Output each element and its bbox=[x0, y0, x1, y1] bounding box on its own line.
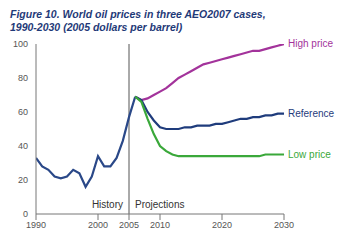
svg-text:2005: 2005 bbox=[119, 220, 139, 230]
svg-text:History: History bbox=[92, 199, 123, 210]
svg-text:40: 40 bbox=[18, 141, 28, 151]
svg-text:Low price: Low price bbox=[288, 149, 331, 160]
svg-text:80: 80 bbox=[18, 73, 28, 83]
svg-text:1990: 1990 bbox=[26, 220, 46, 230]
svg-text:2020: 2020 bbox=[212, 220, 232, 230]
svg-text:Projections: Projections bbox=[135, 199, 184, 210]
svg-text:0: 0 bbox=[23, 209, 28, 219]
svg-text:20: 20 bbox=[18, 175, 28, 185]
svg-text:100: 100 bbox=[13, 39, 28, 49]
svg-text:2030: 2030 bbox=[274, 220, 294, 230]
svg-text:2000: 2000 bbox=[88, 220, 108, 230]
svg-text:Reference: Reference bbox=[288, 108, 335, 119]
html-text:Figure 10. World oil prices in: Figure 10. World oil prices in three AEO… bbox=[10, 8, 266, 33]
svg-text:60: 60 bbox=[18, 107, 28, 117]
svg-text:High price: High price bbox=[288, 38, 333, 49]
svg-text:2010: 2010 bbox=[150, 220, 170, 230]
